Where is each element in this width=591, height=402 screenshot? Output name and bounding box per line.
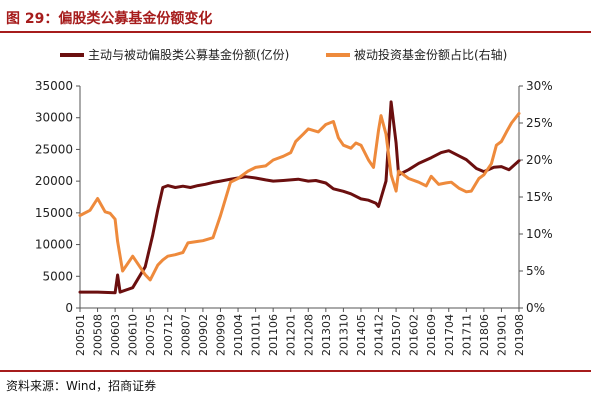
x-tick-label: 201405 <box>355 314 368 356</box>
header-divider <box>0 31 591 33</box>
share-series-line <box>78 100 521 295</box>
legend-share-label: 主动与被动偏股类公募基金份额(亿份) <box>88 47 289 62</box>
x-tick-label: 200712 <box>162 314 175 356</box>
ratio-series-line <box>78 111 521 282</box>
x-tick-label: 200705 <box>144 314 157 356</box>
legend-ratio-label: 被动投资基金份额占比(右轴) <box>354 47 507 62</box>
line-chart: 0 5000 10000 15000 20000 25000 30000 35000 0% 5% 1… <box>35 47 553 356</box>
x-tick-label: 201011 <box>250 314 263 356</box>
x-tick-label: 200807 <box>179 314 192 356</box>
x-tick-label: 201412 <box>373 314 386 356</box>
left-tick-label: 15000 <box>35 206 73 220</box>
x-tick-label: 200603 <box>109 314 122 356</box>
x-tick-label: 201711 <box>460 314 473 356</box>
left-tick-label: 5000 <box>42 269 73 283</box>
x-tick-label: 200902 <box>197 314 210 356</box>
x-tick-label: 201303 <box>320 314 333 356</box>
x-tick-label: 200909 <box>214 314 227 356</box>
x-tick-label: 201310 <box>337 314 350 356</box>
left-tick-label: 25000 <box>35 142 73 156</box>
x-tick-label: 201507 <box>390 314 403 356</box>
right-tick-label: 5% <box>526 264 545 278</box>
x-tick-label: 201208 <box>302 314 315 356</box>
chart-area: 0 5000 10000 15000 20000 25000 30000 35000 0% 5% 1… <box>0 36 591 366</box>
figure-header: 图 29：偏股类公募基金份额变化 <box>0 0 591 34</box>
left-tick-label: 10000 <box>35 238 73 252</box>
figure-title: 图 29：偏股类公募基金份额变化 <box>6 11 213 27</box>
right-tick-label: 25% <box>526 116 553 130</box>
figure-source: 资料来源：Wind，招商证券 <box>6 379 157 393</box>
x-tick-label: 201602 <box>408 314 421 356</box>
x-tick-label: 201609 <box>425 314 438 356</box>
left-tick-label: 20000 <box>35 174 73 188</box>
footer-divider <box>0 370 591 372</box>
x-tick-label: 201704 <box>443 314 456 356</box>
x-tick-label: 200501 <box>74 314 87 356</box>
x-tick-label: 200508 <box>92 314 105 356</box>
right-tick-label: 30% <box>526 79 553 93</box>
x-tick-label: 201004 <box>232 314 245 356</box>
x-tick-label: 201201 <box>285 314 298 356</box>
left-tick-label: 35000 <box>35 79 73 93</box>
right-tick-label: 20% <box>526 153 553 167</box>
x-tick-label: 201908 <box>513 314 526 356</box>
right-tick-label: 0% <box>526 301 545 315</box>
x-tick-label: 201106 <box>267 314 280 356</box>
x-tick-label: 201901 <box>495 314 508 356</box>
left-tick-label: 0 <box>65 301 73 315</box>
x-tick-label: 201806 <box>478 314 491 356</box>
x-tick-label: 200610 <box>127 314 140 356</box>
left-tick-label: 30000 <box>35 111 73 125</box>
right-tick-label: 10% <box>526 227 553 241</box>
right-tick-label: 15% <box>526 190 553 204</box>
